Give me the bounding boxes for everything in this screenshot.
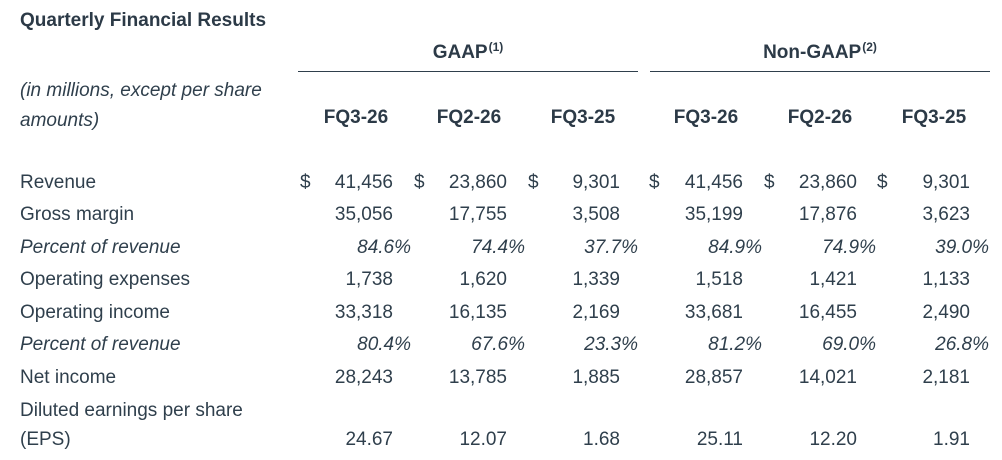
- table-cell: 33,318: [334, 302, 393, 323]
- table-cell: 69.0%: [822, 334, 876, 355]
- table-cell: 1,518: [695, 269, 743, 290]
- table-cell: 84.6%: [357, 237, 411, 258]
- table-cell: 2,181: [922, 367, 970, 388]
- table-cell: 81.2%: [708, 334, 762, 355]
- row-label: Diluted earnings per share: [20, 400, 243, 421]
- table-cell: 41,456: [684, 172, 743, 193]
- table-cell: 1.91: [933, 429, 970, 450]
- table-cell: 41,456: [334, 172, 393, 193]
- nongaap-group-header: Non-GAAP(2): [650, 40, 990, 64]
- currency-symbol: $: [877, 172, 888, 193]
- nongaap-footnote-ref: (2): [862, 40, 877, 54]
- table-cell: 84.9%: [708, 237, 762, 258]
- table-cell: 74.4%: [471, 237, 525, 258]
- table-cell: 12.20: [809, 429, 857, 450]
- row-label: Revenue: [20, 172, 97, 193]
- row-label: Net income: [20, 367, 117, 388]
- column-header-nongaap-fq2-26: FQ2-26: [787, 107, 853, 128]
- table-cell: 23,860: [448, 172, 507, 193]
- nongaap-rule: [650, 71, 990, 72]
- currency-symbol: $: [764, 172, 775, 193]
- currency-symbol: $: [300, 172, 311, 193]
- table-cell: 67.6%: [471, 334, 525, 355]
- table-cell: 1,885: [572, 367, 620, 388]
- gaap-rule: [298, 71, 638, 72]
- table-cell: 35,056: [334, 204, 393, 225]
- table-cell: 1,738: [345, 269, 393, 290]
- column-header-nongaap-fq3-26: FQ3-26: [673, 107, 739, 128]
- table-cell: 13,785: [448, 367, 507, 388]
- units-label-line-1: (in millions, except per share: [20, 80, 262, 101]
- gaap-footnote-ref: (1): [488, 40, 504, 54]
- table-cell: 17,876: [798, 204, 857, 225]
- column-header-gaap-fq3-26: FQ3-26: [323, 107, 389, 128]
- row-label: Percent of revenue: [20, 237, 181, 258]
- gaap-label: GAAP: [432, 42, 488, 63]
- table-cell: 1,133: [922, 269, 970, 290]
- row-label: Operating expenses: [20, 269, 191, 290]
- table-cell: 1,421: [809, 269, 857, 290]
- table-cell: 9,301: [572, 172, 620, 193]
- table-cell: 74.9%: [822, 237, 876, 258]
- units-label-line-2: amounts): [20, 110, 100, 131]
- table-cell: 28,243: [334, 367, 393, 388]
- table-cell: 14,021: [798, 367, 857, 388]
- table-cell: 2,490: [922, 302, 970, 323]
- table-cell: 2,169: [572, 302, 620, 323]
- table-cell: 16,135: [448, 302, 507, 323]
- table-cell: 3,623: [922, 204, 970, 225]
- table-cell: 35,199: [684, 204, 743, 225]
- table-cell: 23,860: [798, 172, 857, 193]
- row-label: Gross margin: [20, 204, 135, 225]
- table-cell: 25.11: [696, 429, 743, 450]
- table-cell: 39.0%: [935, 237, 989, 258]
- gaap-group-header: GAAP(1): [298, 40, 638, 64]
- table-title: Quarterly Financial Results: [20, 10, 267, 31]
- table-cell: 28,857: [684, 367, 743, 388]
- table-cell: 17,755: [448, 204, 507, 225]
- table-cell: 1.68: [583, 429, 620, 450]
- table-cell: 24.67: [345, 429, 393, 450]
- nongaap-label: Non-GAAP: [763, 42, 862, 63]
- row-label: Percent of revenue: [20, 334, 181, 355]
- table-cell: 3,508: [572, 204, 620, 225]
- column-header-nongaap-fq3-25: FQ3-25: [901, 107, 967, 128]
- table-cell: 26.8%: [935, 334, 989, 355]
- table-cell: 37.7%: [584, 237, 638, 258]
- row-label: Operating income: [20, 302, 170, 323]
- table-cell: 80.4%: [357, 334, 411, 355]
- table-cell: 1,620: [459, 269, 507, 290]
- row-label-continued: (EPS): [20, 429, 71, 450]
- table-cell: 9,301: [922, 172, 970, 193]
- units-label: (in millions, except per share amounts): [20, 76, 262, 136]
- table-cell: 33,681: [684, 302, 743, 323]
- currency-symbol: $: [649, 172, 660, 193]
- currency-symbol: $: [414, 172, 425, 193]
- currency-symbol: $: [528, 172, 539, 193]
- table-cell: 23.3%: [584, 334, 638, 355]
- column-header-gaap-fq2-26: FQ2-26: [436, 107, 502, 128]
- table-cell: 16,455: [798, 302, 857, 323]
- table-cell: 1,339: [572, 269, 620, 290]
- column-header-gaap-fq3-25: FQ3-25: [550, 107, 616, 128]
- table-cell: 12.07: [459, 429, 507, 450]
